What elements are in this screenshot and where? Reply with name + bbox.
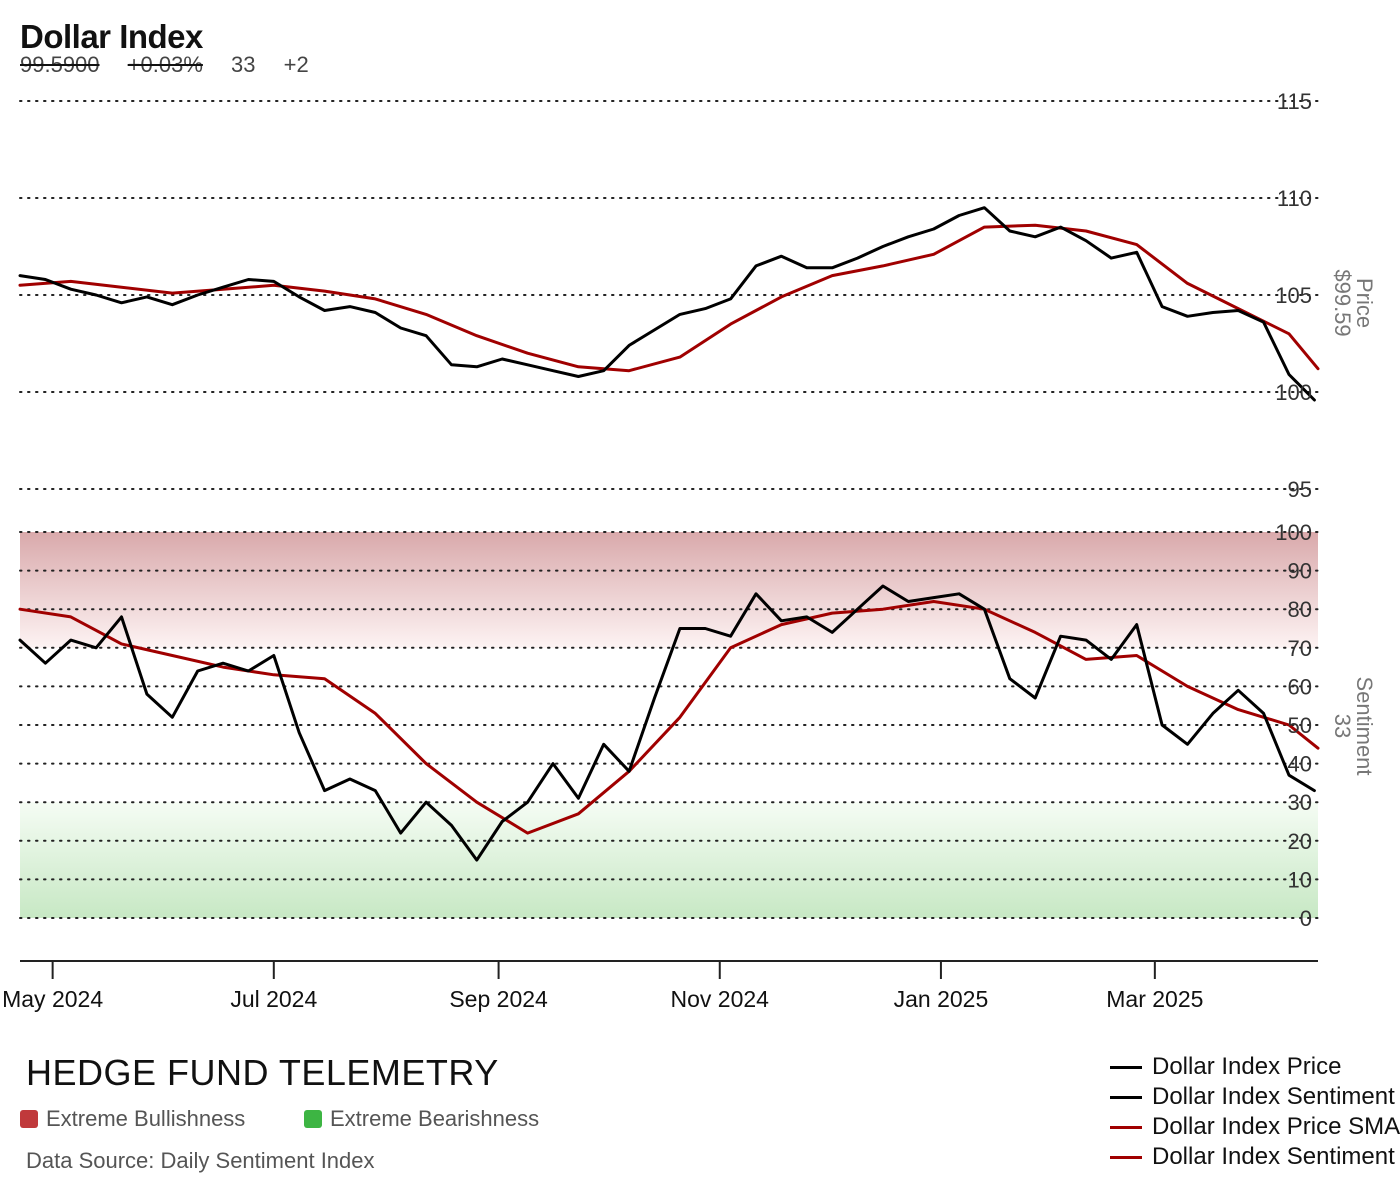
price-y-tick-label: 115 — [1277, 89, 1312, 114]
sentiment-y-tick-label: 10 — [1288, 867, 1312, 892]
bearish-swatch — [304, 1110, 322, 1128]
legend-item[interactable]: Dollar Index Sentiment — [1110, 1082, 1400, 1112]
price-y-tick-label: 105 — [1275, 283, 1312, 308]
legend-label: Dollar Index Price SMA — [1152, 1113, 1400, 1140]
legend-line — [1110, 1096, 1142, 1100]
sentiment-line — [18, 584, 1316, 862]
sentiment-change: +2 — [283, 52, 309, 77]
price-line — [18, 206, 1316, 402]
legend-label: Dollar Index Price — [1152, 1053, 1342, 1080]
legend-key-bearish: Extreme Bearishness — [304, 1106, 539, 1132]
legend-item[interactable]: Dollar Index Price SMA — [1110, 1112, 1400, 1142]
axis-title: Price — [1352, 278, 1377, 328]
axis-title: Sentiment — [1352, 676, 1377, 775]
sentiment-axis-title: Sentiment33 — [1330, 676, 1377, 775]
chart-area: 95 100 105 110 115 0 10 20 30 40 50 60 70 80 90 100 Pric… — [2, 89, 1377, 1012]
sentiment-y-tick-label: 80 — [1288, 597, 1312, 622]
legend-item[interactable]: Dollar Index Sentiment SMA — [1110, 1142, 1400, 1172]
sentiment-y-tick-label: 70 — [1288, 636, 1312, 661]
x-tick-label: Mar 2025 — [1106, 986, 1203, 1012]
legend-item[interactable]: Dollar Index Price — [1110, 1052, 1400, 1082]
axes: 95 100 105 110 115 0 10 20 30 40 50 60 70 80 90 100 Pric… — [2, 89, 1377, 1012]
sentiment-y-tick-label: 90 — [1288, 559, 1312, 584]
bullish-swatch — [20, 1110, 38, 1128]
sentiment-y-tick-label: 30 — [1288, 790, 1312, 815]
brand-name: HEDGE FUND TELEMETRY — [26, 1052, 499, 1093]
price-y-tick-label: 95 — [1288, 477, 1312, 502]
axis-value: $99.59 — [1330, 269, 1355, 336]
x-tick-label: Sep 2024 — [449, 986, 548, 1012]
sentiment-y-tick-label: 50 — [1288, 713, 1312, 738]
axis-value: 33 — [1330, 714, 1355, 738]
legend-line — [1110, 1156, 1142, 1160]
price-axis-title: Price$99.59 — [1330, 269, 1377, 336]
bearish-label: Extreme Bearishness — [330, 1106, 540, 1131]
legend-line — [1110, 1066, 1142, 1070]
price-y-tick-label: 100 — [1275, 380, 1312, 405]
sentiment-y-tick-label: 0 — [1300, 906, 1312, 931]
sentiment-y-tick-label: 60 — [1288, 674, 1312, 699]
current-sentiment: 33 — [231, 52, 256, 77]
data-source: Data Source: Daily Sentiment Index — [26, 1148, 375, 1173]
series-legend: Dollar Index Price Dollar Index Sentimen… — [1110, 1052, 1400, 1172]
legend-label: Dollar Index Sentiment — [1152, 1083, 1395, 1110]
legend-label: Dollar Index Sentiment SMA — [1152, 1143, 1400, 1170]
gridlines — [19, 100, 1319, 919]
x-tick-label: Jan 2025 — [894, 986, 989, 1012]
sentiment-zones — [20, 532, 1318, 918]
sentiment-y-tick-label: 20 — [1288, 829, 1312, 854]
bullish-label: Extreme Bullishness — [46, 1106, 246, 1131]
legend-key-bullish: Extreme Bullishness — [20, 1106, 245, 1132]
extreme-bearishness-zone — [20, 802, 1318, 918]
sentiment-y-tick-label: 100 — [1275, 520, 1312, 545]
price-summary: 99.5900 +0.03% 33 +2 — [20, 52, 331, 78]
chart-title: Dollar Index — [20, 18, 203, 55]
x-tick-label: Jul 2024 — [230, 986, 317, 1012]
x-tick-label: May 2024 — [2, 986, 103, 1012]
series-lines — [18, 206, 1320, 862]
legend-line — [1110, 1126, 1142, 1130]
current-price: 99.5900 — [20, 52, 100, 77]
price-y-tick-label: 110 — [1277, 186, 1312, 211]
price-change: +0.03% — [127, 52, 203, 77]
sentiment-y-tick-label: 40 — [1288, 752, 1312, 777]
x-tick-label: Nov 2024 — [671, 986, 770, 1012]
extreme-bullishness-zone — [20, 532, 1318, 648]
price-sma-line — [18, 223, 1320, 373]
